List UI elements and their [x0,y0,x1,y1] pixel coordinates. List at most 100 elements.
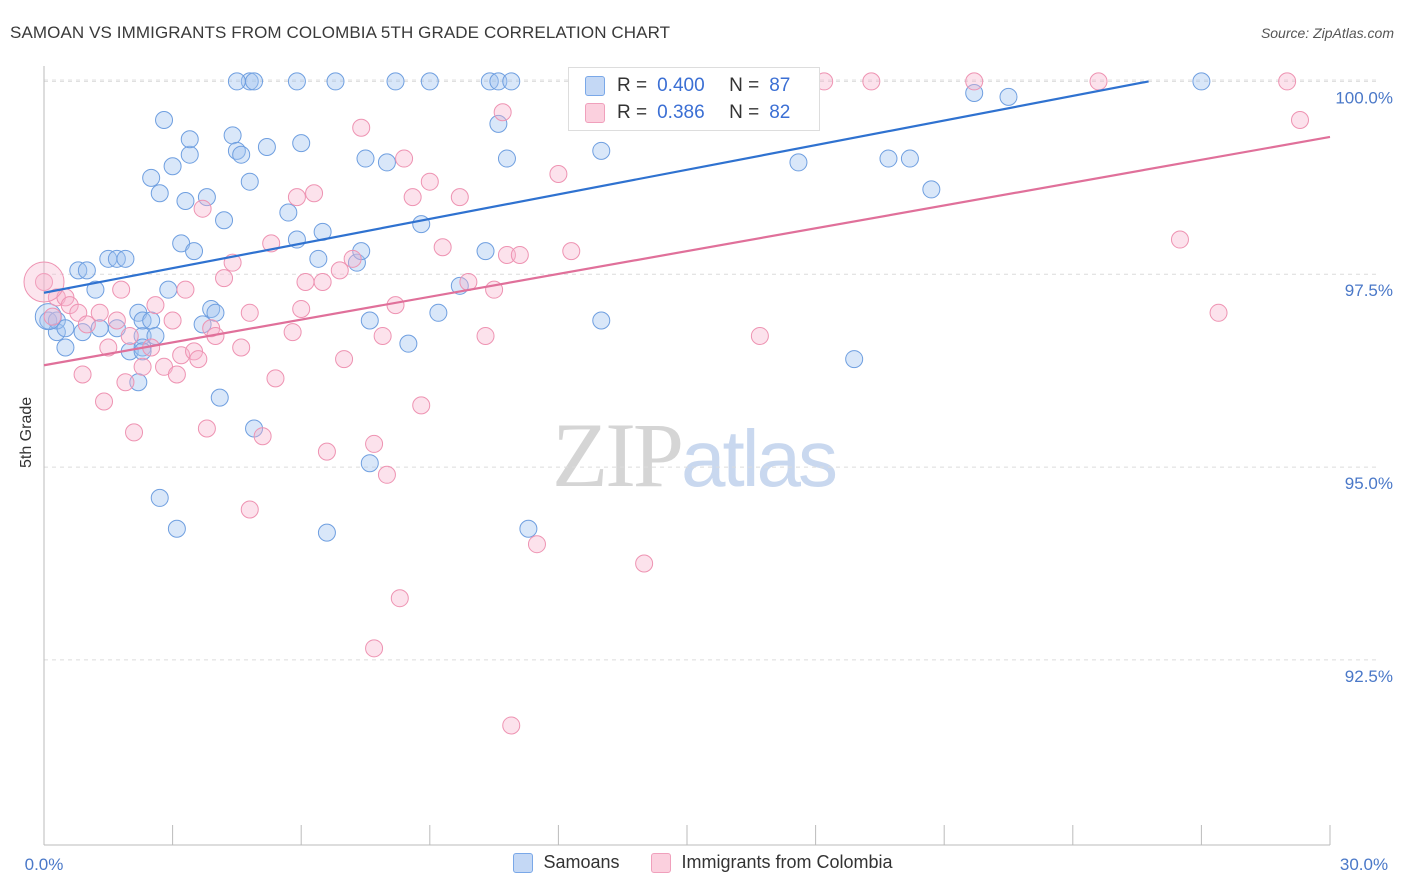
series-samoans [34,72,1211,542]
data-point [845,350,864,369]
watermark-atlas: atlas [681,414,838,503]
data-point [635,554,654,573]
data-point [335,350,354,369]
legend-item-colombia[interactable]: Immigrants from Colombia [651,852,893,873]
y-tick-label: 92.5% [1345,667,1393,686]
data-point [185,242,204,261]
data-point [283,323,302,342]
data-point [90,303,109,322]
data-point [245,72,264,91]
legend-item-samoans[interactable]: Samoans [513,852,619,873]
chart-title: SAMOAN VS IMMIGRANTS FROM COLOMBIA 5TH G… [10,23,671,42]
data-point [77,315,96,334]
data-point [399,334,418,353]
data-point [352,118,371,137]
data-point [253,427,272,446]
axes [43,66,1331,846]
data-point [519,519,538,538]
data-point [330,261,349,280]
data-point [497,245,516,264]
data-point [326,72,345,91]
legend-n-value: 82 [769,102,791,123]
data-point [133,357,152,376]
data-point-large [23,261,65,303]
data-point [197,188,216,207]
legend-swatch-samoans [513,852,534,873]
series-legend: Samoans Immigrants from Colombia [0,852,1406,873]
data-point [257,137,276,156]
data-point [120,326,139,345]
data-point [377,465,396,484]
data-point [210,388,229,407]
gridlines [44,79,1380,661]
data-point [150,184,169,203]
data-point [356,149,375,168]
data-point [142,311,161,330]
data-point [176,191,195,210]
data-point [900,149,919,168]
data-point [527,535,546,554]
data-point [193,199,212,218]
data-point [592,311,611,330]
data-point [56,319,75,338]
watermark-zip: ZIP [552,404,684,506]
data-point [502,716,521,735]
data-point [163,311,182,330]
data-point [155,110,174,129]
legend-row-samoans: R = 0.400 N = 87 [585,74,790,98]
data-point [365,434,384,453]
data-point [43,307,62,326]
correlation-legend: R = 0.400 N = 87 R = 0.386 N = 82 [568,67,820,131]
data-point [215,269,234,288]
data-point [35,272,53,291]
data-point [1192,72,1211,91]
data-point [296,272,315,291]
legend-r-value: 0.400 [657,75,705,96]
data-point [789,153,808,172]
legend-n-label: N = [729,75,760,96]
legend-row-colombia: R = 0.386 N = 82 [585,101,790,125]
data-point [493,103,512,122]
data-point [450,188,469,207]
data-point [176,280,195,299]
data-point [279,203,298,222]
legend-r-label: R = [617,102,648,123]
data-point [292,299,311,318]
data-point [412,396,431,415]
data-point [386,296,405,315]
data-point [86,280,105,299]
data-point [1089,72,1108,91]
trend-line [43,80,1149,294]
legend-r-label: R = [617,75,648,96]
data-point [750,326,769,345]
data-point [163,157,182,176]
data-point [317,523,336,542]
data-point [377,153,396,172]
data-point [502,72,521,91]
data-point [227,72,246,91]
data-point [167,365,186,384]
data-point [476,326,495,345]
data-point [862,72,881,91]
data-point [433,238,452,257]
legend-r-value: 0.386 [657,102,705,123]
data-point [360,454,379,473]
data-point [232,145,251,164]
data-point [266,369,285,388]
source-credit: Source: ZipAtlas.com [1260,25,1394,41]
data-point [1170,230,1189,249]
data-point [395,149,414,168]
data-point [287,188,306,207]
data-point [1278,72,1297,91]
data-point [142,168,161,187]
data-point [99,338,118,357]
data-point [116,373,135,392]
data-point [240,172,259,191]
data-point [510,245,529,264]
data-point [150,488,169,507]
data-point [1209,303,1228,322]
data-point [125,423,144,442]
legend-n-value: 87 [769,75,791,96]
legend-label-colombia: Immigrants from Colombia [681,852,893,872]
